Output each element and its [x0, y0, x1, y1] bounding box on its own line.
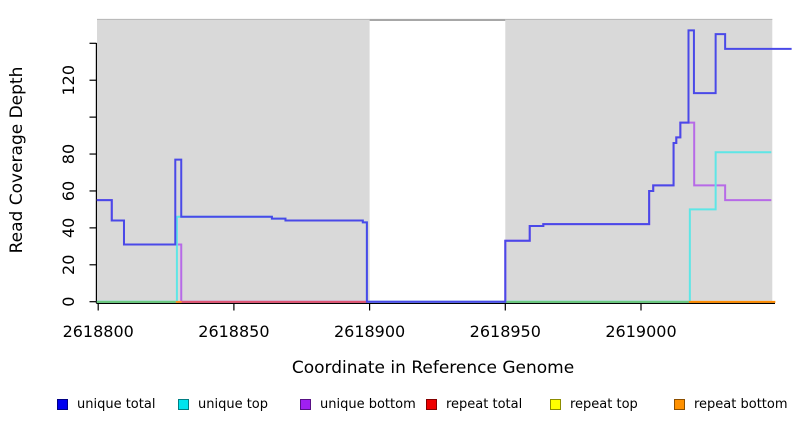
x-tick-label: 2618900: [334, 322, 405, 341]
legend-label: repeat top: [570, 397, 638, 412]
series-unique-total: [96, 29, 792, 303]
repeat-total-swatch-icon: [426, 399, 437, 410]
x-axis-title: Coordinate in Reference Genome: [292, 358, 574, 378]
x-tick-label: 2618950: [470, 322, 541, 341]
y-tick-label: 60: [59, 181, 78, 201]
legend-label: unique total: [77, 397, 156, 412]
legend: unique total unique top unique bottom re…: [0, 394, 792, 424]
x-tick-label: 2618850: [198, 322, 269, 341]
x-tick-label: 2618800: [63, 322, 134, 341]
legend-label: unique top: [198, 397, 269, 412]
plot-canvas: 0 20 40 60 80 120 2618800 2618850 2618900 2618950…: [7, 18, 792, 378]
y-axis-title: Read Coverage Depth: [7, 67, 27, 254]
legend-item-unique-bottom: unique bottom: [300, 397, 416, 412]
legend-item-unique-top: unique top: [178, 397, 268, 412]
axis-ticks: 0 20 40 60 80 120 2618800 2618850 2618900 2618950…: [59, 42, 677, 341]
coverage-gap-region: [369, 19, 506, 304]
legend-label: repeat total: [446, 397, 523, 412]
y-tick-label: 40: [59, 218, 78, 238]
legend-label: unique bottom: [320, 397, 416, 412]
repeat-top-swatch-icon: [550, 399, 561, 410]
y-tick-label: 20: [59, 255, 78, 275]
axes: [95, 43, 775, 304]
legend-item-repeat-top: repeat top: [550, 397, 638, 412]
x-tick-label: 2619000: [605, 322, 676, 341]
legend-item-repeat-total: repeat total: [426, 397, 522, 412]
legend-item-unique-total: unique total: [57, 397, 155, 412]
legend-label: repeat bottom: [694, 397, 788, 412]
unique-bottom-swatch-icon: [300, 399, 311, 410]
y-tick-label: 120: [59, 65, 78, 96]
repeat-bottom-swatch-icon: [674, 399, 685, 410]
unique-top-swatch-icon: [178, 399, 189, 410]
y-tick-label: 80: [59, 144, 78, 164]
unique-total-swatch-icon: [57, 399, 68, 410]
legend-item-repeat-bottom: repeat bottom: [674, 397, 788, 412]
y-tick-label: 0: [59, 297, 78, 307]
